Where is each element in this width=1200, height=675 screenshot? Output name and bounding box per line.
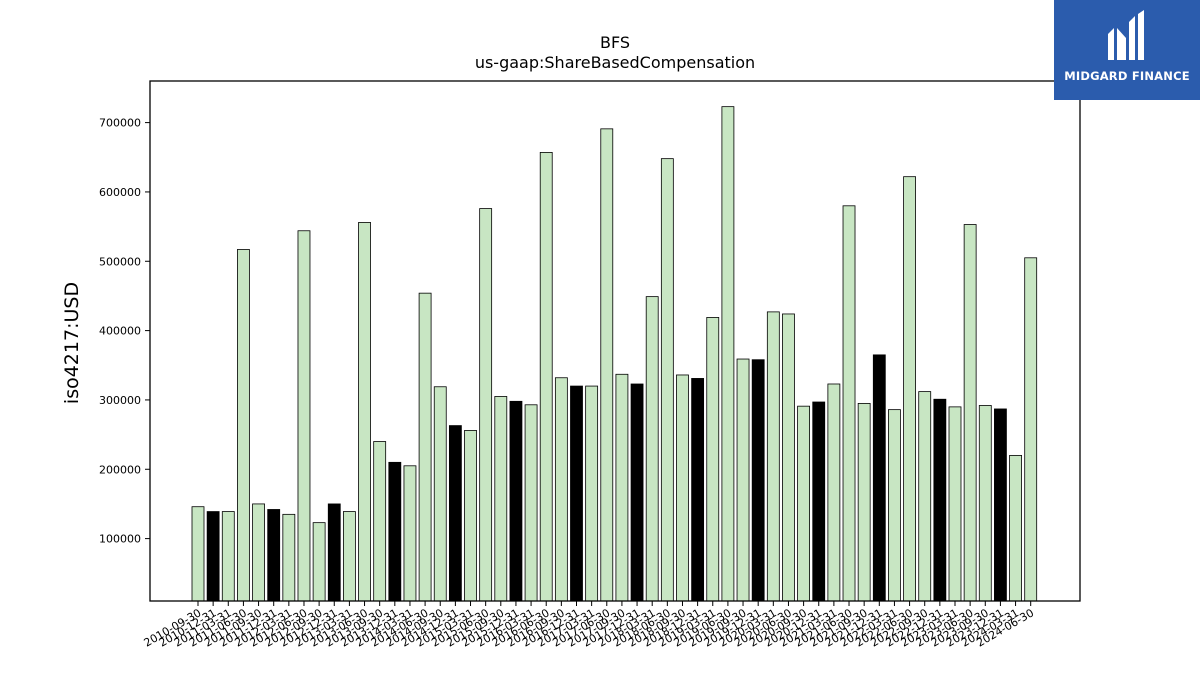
bar-2011-06-30 bbox=[237, 249, 250, 602]
bar-2019-06-30 bbox=[721, 106, 735, 602]
bar-2022-09-30 bbox=[918, 391, 932, 602]
bar-2017-03-31 bbox=[585, 385, 599, 602]
bar-2016-09-30 bbox=[554, 377, 568, 602]
logo-text: MIDGARD FINANCE bbox=[1064, 69, 1190, 83]
bar-2013-12-31 bbox=[388, 461, 402, 602]
bar-2015-03-31 bbox=[464, 430, 477, 602]
x-ticks-group: 2010-09-302010-12-312011-03-312011-06-30… bbox=[142, 601, 1036, 650]
bar-2019-12-31 bbox=[751, 359, 765, 602]
y-ticks-group: 100000 200000 300000 400000 500000 600000 7000… bbox=[99, 117, 150, 546]
bar-2018-06-30 bbox=[660, 158, 674, 602]
chart-title: BFS bbox=[600, 33, 630, 52]
bar-2012-09-30 bbox=[312, 522, 326, 602]
bar-2010-09-30 bbox=[191, 506, 205, 602]
bar-2014-06-30 bbox=[418, 292, 432, 602]
bar-2021-12-31 bbox=[872, 354, 886, 602]
bar-2019-09-30 bbox=[736, 358, 750, 602]
bar-2022-06-30 bbox=[903, 176, 916, 602]
y-tick-label: 100000 bbox=[99, 533, 141, 546]
bar-2011-12-31 bbox=[267, 509, 281, 602]
bar-2023-12-31 bbox=[994, 408, 1007, 602]
bar-2013-09-30 bbox=[373, 441, 387, 602]
bar-2011-03-31 bbox=[221, 511, 235, 602]
y-tick-label: 200000 bbox=[99, 463, 141, 476]
y-tick-label: 400000 bbox=[99, 325, 141, 338]
bar-2017-12-31 bbox=[630, 383, 644, 602]
bars-group bbox=[191, 106, 1038, 602]
bar-2018-03-31 bbox=[645, 296, 659, 602]
midgard-logo-icon bbox=[1108, 10, 1144, 60]
bar-2020-06-30 bbox=[782, 313, 795, 602]
bar-2020-12-31 bbox=[812, 401, 826, 602]
y-tick-label: 700000 bbox=[99, 117, 141, 130]
bar-2023-06-30 bbox=[963, 224, 977, 602]
bar-2024-03-31 bbox=[1009, 454, 1022, 602]
bar-2019-03-31 bbox=[706, 317, 720, 602]
bar-2022-12-31 bbox=[933, 398, 947, 602]
bar-2021-09-30 bbox=[857, 402, 871, 602]
bar-2021-06-30 bbox=[842, 205, 856, 602]
bar-2010-12-31 bbox=[206, 511, 220, 602]
bar-2020-03-31 bbox=[766, 311, 780, 602]
bar-2018-12-31 bbox=[691, 378, 705, 602]
bar-2014-12-31 bbox=[448, 425, 462, 602]
bar-2015-09-30 bbox=[494, 396, 508, 602]
bar-2023-09-30 bbox=[978, 405, 992, 602]
bar-2016-12-31 bbox=[570, 385, 583, 602]
bar-2018-09-30 bbox=[676, 374, 689, 602]
bar-2013-03-31 bbox=[342, 511, 356, 602]
bar-2017-06-30 bbox=[600, 128, 614, 602]
bar-2011-09-30 bbox=[252, 503, 265, 602]
bar-2024-06-30 bbox=[1024, 257, 1038, 602]
bar-2015-06-30 bbox=[479, 208, 493, 602]
bar-2017-09-30 bbox=[615, 373, 629, 602]
bar-2022-03-31 bbox=[888, 409, 901, 602]
bar-2015-12-31 bbox=[509, 400, 523, 602]
bar-2012-06-30 bbox=[297, 230, 311, 602]
bar-2014-03-31 bbox=[403, 465, 417, 602]
y-tick-label: 600000 bbox=[99, 186, 141, 199]
plot-frame bbox=[149, 80, 1081, 602]
midgard-finance-logo: MIDGARD FINANCE bbox=[1054, 0, 1200, 100]
bar-2013-06-30 bbox=[358, 222, 371, 602]
bar-2016-06-30 bbox=[539, 152, 553, 602]
bar-2012-03-31 bbox=[282, 513, 296, 602]
bar-2020-09-30 bbox=[797, 405, 810, 602]
chart-subtitle: us-gaap:ShareBasedCompensation bbox=[475, 53, 755, 72]
bar-2016-03-31 bbox=[524, 404, 538, 602]
bar-2023-03-31 bbox=[948, 406, 962, 602]
y-tick-label: 500000 bbox=[99, 255, 141, 268]
y-axis-label: iso4217:USD bbox=[61, 282, 83, 404]
bar-2014-09-30 bbox=[433, 386, 447, 602]
y-tick-label: 300000 bbox=[99, 394, 141, 407]
bar-2012-12-31 bbox=[327, 503, 341, 602]
bar-2021-03-31 bbox=[827, 383, 841, 602]
